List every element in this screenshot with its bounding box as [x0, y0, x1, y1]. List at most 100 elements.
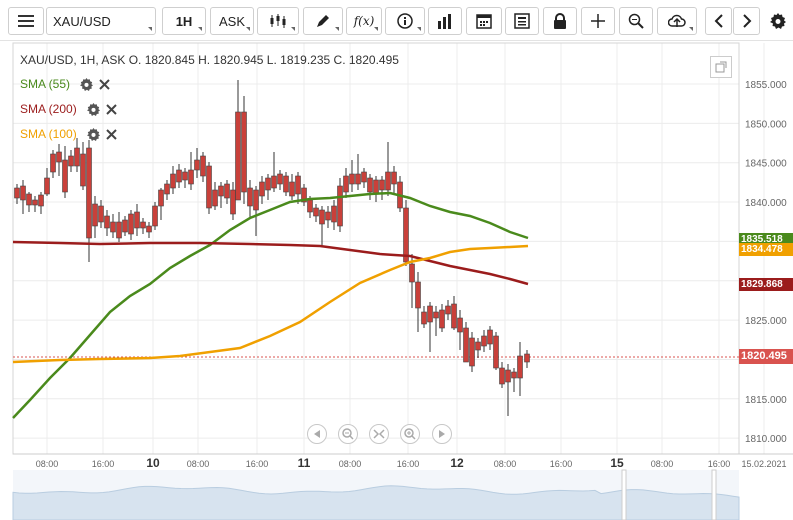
y-tick-label: 1855.000 [745, 80, 787, 91]
candle-body [373, 179, 379, 195]
candle-body [379, 179, 385, 191]
close-icon[interactable] [99, 78, 110, 90]
indicators-button[interactable]: f(x) [346, 7, 382, 35]
candle-body [164, 183, 170, 195]
candle-body [134, 211, 140, 229]
candle-body [427, 305, 433, 323]
zoom-button[interactable] [619, 7, 653, 35]
candle-body [247, 187, 253, 207]
price-side-selector[interactable]: ASK [210, 7, 254, 35]
candle-body [224, 183, 230, 199]
popout-button[interactable] [710, 56, 732, 78]
x-tick-label: 15 [610, 456, 624, 470]
candle-body [391, 171, 397, 185]
sma-55-price-label: 1835.518 [739, 233, 793, 246]
candle-body [499, 367, 505, 385]
y-tick-label: 1840.000 [745, 198, 787, 209]
scroll-back-button[interactable] [705, 7, 732, 35]
candle-body [343, 175, 349, 193]
candle-body [403, 207, 409, 263]
candle-body [481, 335, 487, 347]
dropdown-caret-icon [335, 27, 339, 31]
info-icon [397, 13, 413, 29]
toolbar: XAU/USD 1H ASK f(x) [0, 0, 793, 41]
volume-button[interactable] [428, 7, 462, 35]
x-tick-label: 08:00 [651, 459, 674, 469]
scroll-forward-button[interactable] [733, 7, 760, 35]
info-button[interactable] [385, 7, 425, 35]
candle-body [68, 155, 74, 167]
close-icon[interactable] [105, 103, 117, 115]
gear-icon[interactable] [86, 127, 100, 141]
candle-body [104, 215, 110, 229]
chart-grid [13, 43, 765, 454]
gear-icon[interactable] [86, 102, 100, 116]
x-tick-label: 15.02.2021 [741, 459, 786, 469]
candle-body [493, 335, 499, 369]
zoom-in-icon [404, 428, 416, 440]
scroll-right-button[interactable] [432, 424, 452, 444]
lock-button[interactable] [543, 7, 577, 35]
candle-body [92, 203, 98, 227]
settings-button[interactable] [764, 7, 792, 35]
dropdown-caret-icon [417, 27, 421, 31]
symbol-selector[interactable]: XAU/USD [46, 7, 156, 35]
crosshair-button[interactable] [581, 7, 615, 35]
candle-body [206, 165, 212, 209]
candle-body [289, 181, 295, 197]
chart-type-button[interactable] [257, 7, 299, 35]
reset-zoom-button[interactable] [369, 424, 389, 444]
candle-body [445, 305, 451, 315]
candle-body [182, 171, 188, 181]
candle-body [122, 219, 128, 233]
candle-body [14, 187, 20, 199]
sma-55-line [12, 191, 529, 419]
indicator-label: SMA (55) [20, 77, 71, 91]
menu-button[interactable] [8, 7, 44, 35]
gear-icon [770, 13, 786, 29]
candle-body [511, 371, 517, 379]
symbol-label: XAU/USD [53, 13, 111, 29]
zoom-out-icon [342, 428, 354, 440]
candle-body [457, 317, 463, 333]
y-tick-label: 1815.000 [745, 395, 787, 406]
candle-body [116, 221, 122, 239]
candle-body [110, 221, 116, 233]
candle-body [26, 193, 32, 206]
candle-body [325, 211, 331, 221]
candle-body [517, 355, 523, 379]
candle-body [200, 155, 206, 177]
candle-body [98, 205, 104, 223]
dropdown-caret-icon [246, 27, 250, 31]
scroll-left-button[interactable] [307, 424, 327, 444]
chevron-right-icon [742, 14, 751, 28]
dropdown-caret-icon [148, 27, 152, 31]
y-tick-label: 1825.000 [745, 316, 787, 327]
candle-body [361, 171, 367, 183]
zoom-out-button[interactable] [338, 424, 358, 444]
x-tick-label: 08:00 [36, 459, 59, 469]
candle-body [80, 153, 86, 187]
upload-button[interactable] [657, 7, 697, 35]
indicator-label: SMA (200) [20, 102, 77, 116]
candle-body [421, 311, 427, 325]
draw-tool-button[interactable] [303, 7, 343, 35]
triangle-right-icon [439, 430, 445, 438]
dropdown-caret-icon [291, 27, 295, 31]
interval-selector[interactable]: 1H [162, 7, 206, 35]
candle-body [271, 175, 277, 189]
zoom-in-button[interactable] [400, 424, 420, 444]
lock-icon [554, 13, 566, 29]
sma-100-line [12, 244, 529, 364]
candle-body [301, 187, 307, 203]
calendar-button[interactable] [466, 7, 502, 35]
news-button[interactable] [505, 7, 539, 35]
candlesticks [14, 80, 530, 416]
gear-icon[interactable] [80, 77, 94, 91]
candle-body [307, 199, 313, 213]
candle-body [74, 147, 80, 167]
close-icon[interactable] [105, 128, 117, 140]
x-axis: 08:00 16:00 10 08:00 16:00 11 08:00 16:00 12 08:0… [13, 453, 793, 470]
interval-label: 1H [175, 13, 193, 29]
